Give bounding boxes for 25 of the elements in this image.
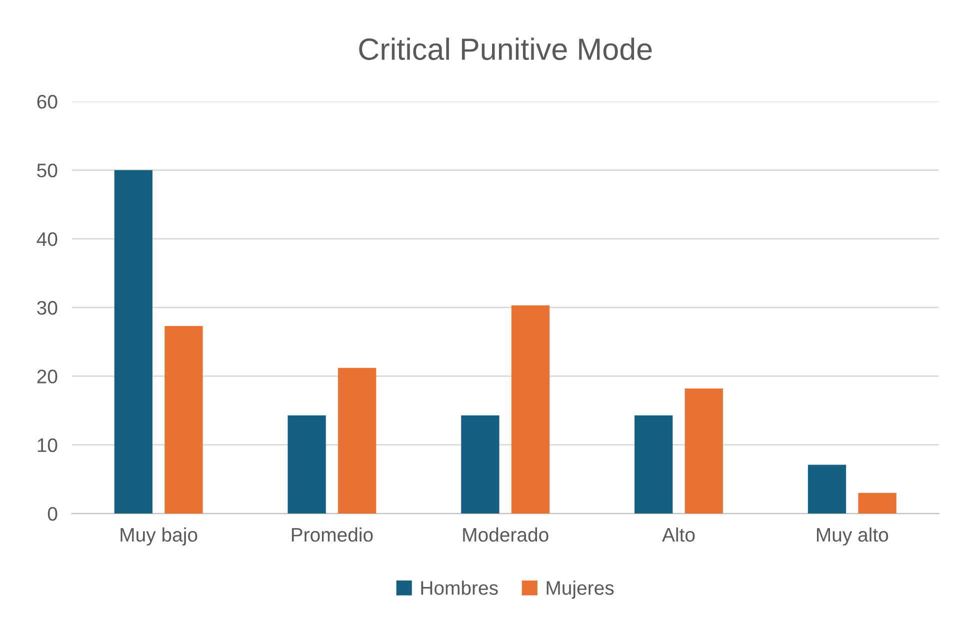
y-tick-label: 0 [48, 507, 58, 521]
bar [338, 368, 376, 514]
x-tick-label: Muy bajo [120, 527, 198, 546]
x-tick-label: Muy alto [816, 527, 888, 546]
y-tick-label: 30 [37, 300, 58, 315]
x-tick-label: Promedio [292, 527, 373, 542]
bar [461, 415, 500, 514]
x-tick-label: Moderado [463, 527, 548, 542]
bar [858, 492, 896, 514]
bar [634, 415, 673, 514]
bar [164, 326, 203, 514]
legend-label: Mujeres [546, 580, 614, 599]
y-tick-label: 60 [37, 94, 58, 109]
x-tick-label: Alto [662, 527, 695, 542]
chart-title: Critical Punitive Mode [359, 38, 652, 60]
y-tick-label: 10 [38, 438, 58, 452]
legend-label: Hombres [421, 580, 498, 595]
y-tick-label: 20 [37, 370, 58, 384]
bar [684, 388, 723, 514]
bar [114, 170, 152, 514]
bar [288, 415, 326, 514]
bar [511, 305, 550, 514]
bar [808, 464, 846, 514]
y-tick-label: 50 [37, 164, 58, 178]
y-tick-label: 40 [36, 232, 58, 246]
